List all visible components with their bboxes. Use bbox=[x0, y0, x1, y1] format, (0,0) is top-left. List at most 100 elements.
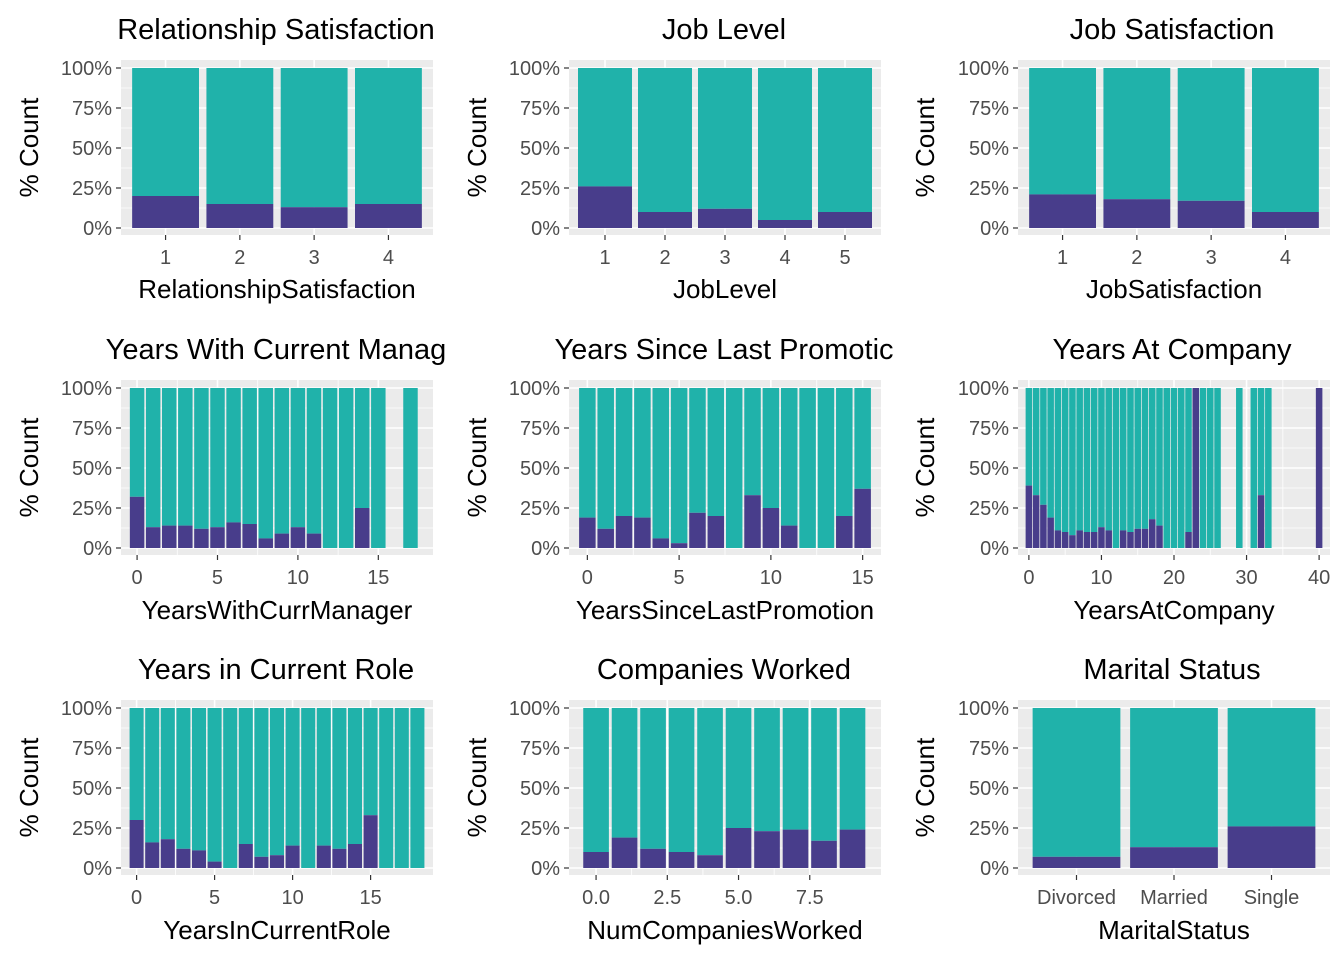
bar-left bbox=[242, 524, 257, 548]
panel-title: Years Since Last Promotic bbox=[554, 334, 893, 366]
x-tick-label: 3 bbox=[719, 247, 730, 269]
bar-stayed bbox=[242, 388, 257, 524]
bar-stayed bbox=[725, 708, 752, 828]
y-tick-label: 100% bbox=[61, 378, 112, 400]
y-tick-label: 25% bbox=[969, 498, 1009, 520]
y-axis-label: % Count bbox=[14, 417, 44, 517]
bar-left bbox=[839, 829, 866, 868]
y-tick-label: 0% bbox=[980, 538, 1009, 560]
bar-stayed bbox=[338, 388, 354, 548]
bar-left bbox=[274, 533, 290, 548]
bar-left bbox=[1130, 847, 1218, 868]
panel-4: 0% 25% 50% 75% 100% 0 5 10 15 Years With Current … bbox=[14, 334, 446, 625]
x-axis-label: YearsSinceLastPromotion bbox=[576, 595, 874, 625]
y-tick-label: 100% bbox=[958, 378, 1009, 400]
x-tick-label: 2.5 bbox=[653, 887, 681, 909]
bar-stayed bbox=[1134, 388, 1141, 529]
bar-stayed bbox=[1054, 388, 1062, 531]
bar-stayed bbox=[758, 68, 812, 220]
x-tick-label: 20 bbox=[1163, 567, 1185, 589]
bar-stayed bbox=[226, 388, 241, 523]
x-tick-label: 4 bbox=[383, 247, 394, 269]
bar-stayed bbox=[1105, 388, 1112, 531]
y-axis-label: % Count bbox=[14, 737, 44, 837]
y-tick-label: 25% bbox=[969, 178, 1009, 200]
bar-stayed bbox=[1061, 388, 1069, 532]
bar-stayed bbox=[238, 708, 253, 844]
bar-left bbox=[160, 839, 175, 868]
bar-stayed bbox=[1029, 68, 1096, 195]
bar-stayed bbox=[132, 68, 199, 196]
panel-title: Marital Status bbox=[1083, 654, 1260, 686]
bar-stayed bbox=[1199, 388, 1207, 548]
bar-stayed bbox=[178, 388, 193, 526]
y-tick-label: 25% bbox=[520, 178, 560, 200]
bar-left bbox=[1032, 856, 1121, 868]
y-tick-label: 75% bbox=[72, 418, 112, 440]
x-tick-label: 5.0 bbox=[725, 887, 753, 909]
bar-stayed bbox=[316, 708, 331, 846]
bar-left bbox=[280, 207, 348, 228]
y-tick-label: 75% bbox=[72, 98, 112, 120]
y-tick-label: 100% bbox=[509, 698, 560, 720]
bar-left bbox=[129, 496, 145, 548]
x-tick-label: Single bbox=[1244, 887, 1300, 909]
bar-stayed bbox=[634, 388, 651, 518]
bar-stayed bbox=[162, 388, 177, 526]
bar-left bbox=[258, 538, 273, 548]
bar-stayed bbox=[371, 388, 386, 548]
y-tick-label: 0% bbox=[531, 858, 560, 880]
panel-2: 0% 25% 50% 75% 100% 1 2 3 4 5 Job Level JobLevel % C… bbox=[462, 14, 881, 304]
y-tick-label: 50% bbox=[969, 778, 1009, 800]
x-tick-label: 10 bbox=[281, 887, 303, 909]
x-tick-label: 3 bbox=[309, 247, 320, 269]
bar-left bbox=[780, 525, 798, 548]
bar-left bbox=[1156, 525, 1163, 548]
bar-stayed bbox=[207, 708, 222, 862]
y-tick-label: 75% bbox=[520, 418, 560, 440]
bar-stayed bbox=[322, 388, 338, 548]
bar-left bbox=[129, 820, 144, 868]
bar-stayed bbox=[274, 388, 290, 534]
bar-left bbox=[634, 517, 651, 548]
y-tick-label: 50% bbox=[520, 778, 560, 800]
y-tick-label: 50% bbox=[969, 138, 1009, 160]
x-tick-label: Married bbox=[1140, 887, 1208, 909]
y-axis-label: % Count bbox=[910, 417, 940, 517]
bar-left bbox=[355, 204, 422, 228]
bar-stayed bbox=[854, 388, 871, 489]
bar-stayed bbox=[1156, 388, 1163, 526]
bar-stayed bbox=[578, 68, 632, 187]
bar-stayed bbox=[725, 388, 743, 548]
bar-left bbox=[191, 850, 207, 868]
bars bbox=[583, 708, 866, 868]
bar-stayed bbox=[707, 388, 725, 516]
bar-left bbox=[1257, 495, 1265, 548]
bar-left bbox=[254, 856, 269, 868]
bars bbox=[129, 708, 425, 868]
bar-left bbox=[238, 844, 253, 868]
bar-stayed bbox=[410, 708, 425, 868]
bar-left bbox=[316, 845, 331, 868]
x-tick-label: 2 bbox=[1131, 247, 1142, 269]
y-tick-label: 0% bbox=[83, 538, 112, 560]
bar-left bbox=[1098, 527, 1105, 548]
panel-1: 0% 25% 50% 75% 100% 1 2 3 4 Relationship Satisfac… bbox=[14, 14, 435, 304]
bar-stayed bbox=[579, 388, 596, 518]
bar-left bbox=[668, 852, 695, 868]
x-axis-label: JobLevel bbox=[673, 274, 777, 304]
bar-stayed bbox=[1069, 388, 1076, 536]
bar-stayed bbox=[1032, 708, 1121, 857]
bar-stayed bbox=[191, 708, 207, 851]
bar-left bbox=[132, 196, 199, 228]
x-axis-label: YearsInCurrentRole bbox=[163, 915, 390, 945]
bar-stayed bbox=[1083, 388, 1091, 532]
y-tick-label: 100% bbox=[61, 58, 112, 80]
y-tick-label: 0% bbox=[83, 218, 112, 240]
y-tick-label: 0% bbox=[531, 538, 560, 560]
x-tick-label: 1 bbox=[599, 247, 610, 269]
x-tick-label: 10 bbox=[1090, 567, 1112, 589]
bar-stayed bbox=[1265, 388, 1272, 548]
x-tick-label: 5 bbox=[839, 247, 850, 269]
